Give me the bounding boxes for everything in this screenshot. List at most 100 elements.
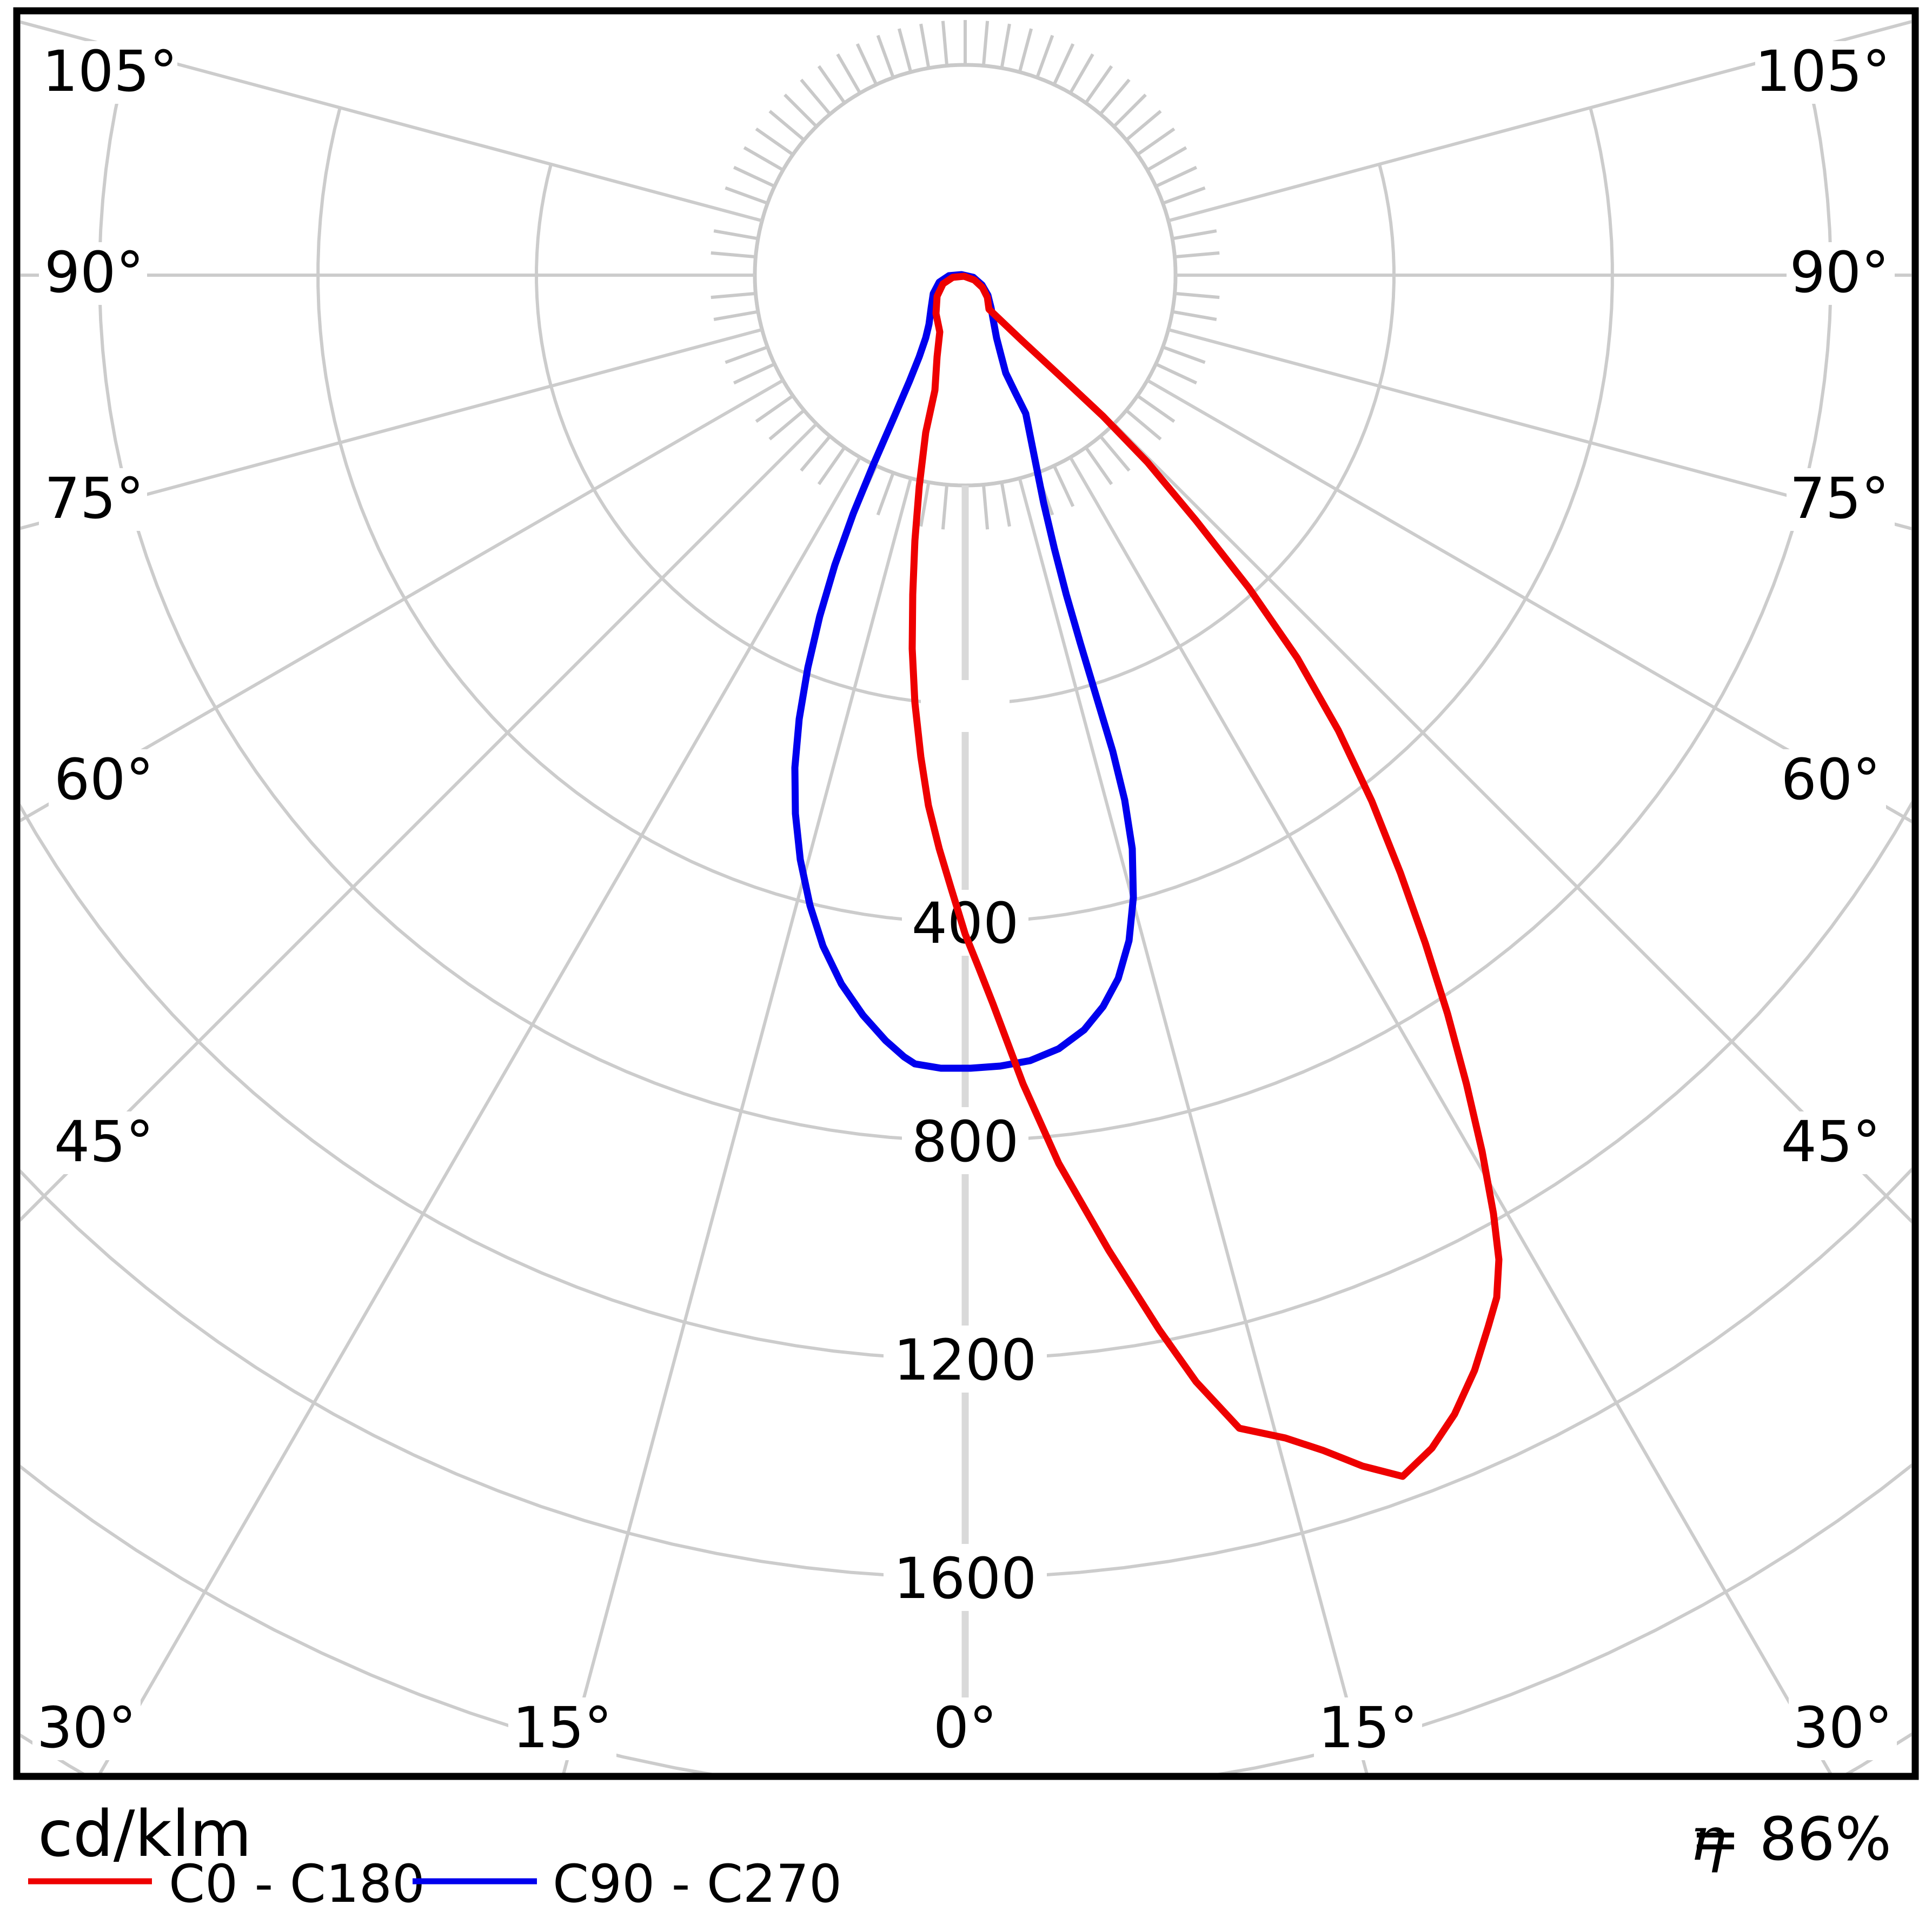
angle-label-bg	[1787, 242, 1895, 305]
angle-tick	[1084, 65, 1113, 104]
angle-tick	[713, 310, 759, 321]
legend-label-c0-c180: C0 - C180	[169, 1854, 425, 1914]
angle-tick	[836, 53, 862, 94]
angle-label-bg	[508, 1697, 616, 1760]
angle-tick	[784, 94, 818, 128]
angle-tick	[768, 409, 805, 441]
angle-label-bg	[1778, 1111, 1886, 1174]
angle-label: 15°	[1318, 1695, 1418, 1761]
angle-label: 45°	[54, 1109, 154, 1175]
angle-label: 45°	[1781, 1109, 1881, 1175]
angle-tick	[1125, 110, 1162, 142]
angle-tick	[755, 394, 794, 423]
angle-label: 75°	[44, 465, 144, 531]
angle-label: 90°	[1790, 239, 1889, 305]
angle-tick	[768, 110, 805, 142]
angle-label-bg	[49, 749, 157, 812]
angle-tick	[1084, 446, 1113, 485]
ring-value-label: 1200	[894, 1327, 1037, 1393]
angle-label: 30°	[37, 1695, 136, 1761]
angle-radial	[98, 456, 862, 1773]
efficiency-value: = 86%	[1690, 1805, 1891, 1874]
angle-label-bg	[39, 242, 147, 305]
angle-tick	[919, 23, 931, 69]
angle-label-bg	[1789, 1697, 1897, 1760]
angle-tick	[1112, 94, 1147, 128]
angle-label-bg	[1787, 468, 1895, 531]
angle-label: 0°	[933, 1695, 997, 1761]
angle-tick	[941, 21, 949, 66]
ring-label-bg	[884, 1545, 1047, 1610]
angle-tick	[1174, 291, 1220, 299]
angle-label: 15°	[513, 1695, 612, 1761]
angle-tick	[817, 65, 846, 104]
intensity-curves	[791, 271, 1503, 1480]
angle-label: 60°	[54, 747, 154, 813]
angle-radial	[1018, 477, 1369, 1773]
angle-radial	[21, 20, 763, 223]
curve-c0-c180	[908, 272, 1503, 1480]
angle-label-bg	[39, 468, 147, 531]
angle-tick	[876, 35, 895, 78]
angle-tick	[713, 229, 759, 241]
angle-label: 60°	[1781, 747, 1881, 813]
chart-border	[13, 7, 1919, 1780]
angle-label-bg	[32, 1697, 141, 1760]
angle-label: 75°	[1790, 465, 1889, 531]
angle-tick	[1136, 394, 1176, 423]
angle-label: 105°	[42, 38, 178, 104]
angle-tick	[1068, 53, 1094, 94]
angle-tick	[1099, 78, 1131, 115]
angle-tick	[743, 146, 784, 172]
angle-tick	[800, 78, 832, 115]
angle-tick	[1172, 310, 1217, 321]
angle-tick	[919, 482, 931, 527]
angle-label: 105°	[1755, 38, 1890, 104]
angle-radial	[1112, 422, 1911, 1224]
angle-tick	[1018, 28, 1033, 73]
angle-tick	[1052, 43, 1075, 85]
angle-tick	[1136, 127, 1176, 156]
angle-label-bg	[1778, 749, 1886, 812]
efficiency-symbol: η	[1689, 1804, 1725, 1874]
angle-tick	[711, 291, 756, 299]
angle-tick	[981, 484, 990, 530]
angle-tick	[733, 165, 775, 188]
angle-radial	[21, 422, 818, 1222]
angle-label-bg	[37, 41, 177, 104]
angle-radial	[562, 477, 913, 1773]
angle-tick	[1162, 186, 1206, 205]
angle-radial	[21, 328, 763, 530]
angle-tick	[1052, 465, 1075, 508]
angle-radial	[1167, 19, 1911, 223]
angle-tick	[1174, 251, 1220, 259]
unit-label: cd/klm	[38, 1796, 252, 1871]
empty-ring-label-slot	[921, 681, 1010, 731]
angle-label: 90°	[44, 239, 144, 305]
legend-label-c90-c270: C90 - C270	[553, 1854, 842, 1914]
angle-label-bg	[927, 1697, 1003, 1760]
angle-tick	[1146, 146, 1187, 172]
angle-tick	[1155, 362, 1198, 385]
angle-tick	[1155, 165, 1198, 188]
angle-tick	[755, 127, 794, 156]
angle-tick	[876, 472, 895, 516]
grid-labels: 40080012001600105°90°75°60°45°105°90°75°…	[32, 38, 1897, 1761]
ring-label-bg	[902, 1108, 1028, 1173]
ring-label-bg	[884, 1327, 1047, 1391]
angle-tick	[897, 28, 913, 73]
angle-label-bg	[1755, 41, 1896, 104]
angle-radial	[1167, 328, 1911, 531]
ring-value-label: 1600	[894, 1546, 1037, 1612]
angle-tick	[725, 186, 768, 205]
angle-tick	[711, 251, 756, 259]
angle-label-bg	[49, 1111, 157, 1174]
angle-label-bg	[1314, 1697, 1422, 1760]
angle-tick	[1162, 345, 1206, 364]
angle-tick	[725, 345, 768, 364]
angle-tick	[855, 43, 878, 85]
angle-tick	[1125, 409, 1162, 441]
angle-tick	[1172, 229, 1217, 241]
